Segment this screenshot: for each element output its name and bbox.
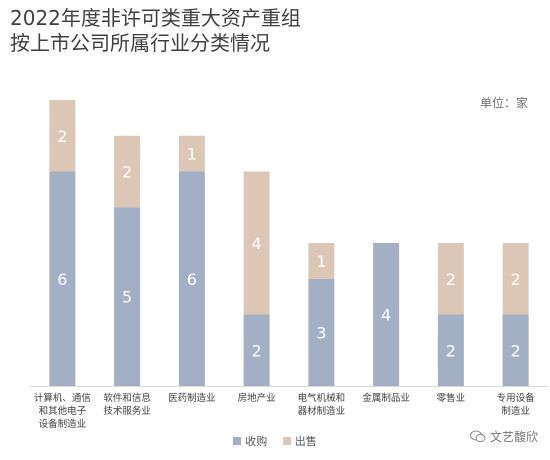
chart-title-line-2: 按上市公司所属行业分类情况 [10, 31, 270, 55]
data-label-acquisition-8: 2 [511, 341, 521, 360]
legend-item-sale: 出售 [282, 433, 317, 449]
bar-acquisition-4 [243, 314, 270, 386]
category-label-6-line-1: 金属制品业 [362, 392, 410, 404]
chart-title: 2022年度非许可类重大资产重组 按上市公司所属行业分类情况 [10, 6, 301, 56]
category-label-8-line-1: 专用设备 [497, 392, 536, 404]
category-label-5-line-2: 器材制造业 [298, 405, 346, 417]
category-label-2-line-2: 技术服务业 [103, 405, 151, 417]
bar-acquisition-2 [114, 207, 141, 386]
data-label-sale-2: 2 [122, 163, 132, 182]
bar-acquisition-8 [502, 314, 529, 386]
bar-acquisition-6 [373, 243, 400, 386]
legend-label-sale: 出售 [294, 435, 317, 448]
category-label-5-line-1: 电气机械和 [298, 392, 346, 404]
category-label-1-line-2: 和其他电子 [39, 405, 87, 417]
bar-acquisition-3 [178, 171, 205, 386]
category-label-1-line-3: 设备制造业 [39, 418, 87, 430]
bar-acquisition-1 [49, 171, 76, 386]
data-label-sale-5: 1 [316, 252, 326, 271]
category-label-8-line-2: 制造业 [501, 405, 530, 417]
category-label-2-line-1: 软件和信息 [103, 392, 151, 404]
category-label-4-line-1: 房地产业 [238, 392, 276, 404]
legend-swatch-sale [282, 437, 291, 445]
bar-sale-5 [308, 243, 335, 279]
bar-acquisition-5 [308, 278, 335, 386]
bar-sale-4 [243, 171, 270, 315]
data-label-sale-3: 1 [187, 145, 197, 164]
data-label-sale-8: 2 [511, 270, 521, 289]
category-label-1-line-1: 计算机、通信 [34, 392, 91, 404]
bar-sale-3 [178, 135, 205, 172]
data-label-acquisition-1: 6 [57, 270, 67, 289]
data-label-acquisition-4: 2 [252, 341, 262, 360]
data-label-sale-4: 4 [252, 234, 262, 253]
unit-label: 单位：家 [479, 96, 528, 110]
data-label-sale-1: 2 [57, 127, 67, 146]
category-label-7-line-1: 零售业 [437, 392, 466, 404]
bar-acquisition-7 [437, 314, 464, 386]
data-label-acquisition-3: 6 [187, 270, 197, 289]
data-label-sale-7: 2 [446, 270, 456, 289]
data-label-acquisition-7: 2 [446, 341, 456, 360]
watermark: 文艺馥欣 [469, 428, 538, 445]
bar-sale-1 [49, 100, 76, 172]
legend-swatch-acquisition [233, 437, 242, 445]
chart-title-line-1: 2022年度非许可类重大资产重组 [10, 6, 301, 30]
data-label-acquisition-2: 5 [122, 288, 132, 307]
bar-sale-2 [114, 135, 141, 208]
watermark-text: 文艺馥欣 [489, 430, 538, 444]
bar-sale-8 [502, 243, 529, 315]
bar-sale-7 [437, 243, 464, 315]
legend-label-acquisition: 收购 [245, 435, 268, 448]
legend: 收购 出售 [0, 433, 550, 449]
data-label-acquisition-6: 4 [381, 306, 391, 325]
wechat-icon [469, 430, 486, 443]
legend-item-acquisition: 收购 [233, 433, 267, 449]
category-label-3-line-1: 医药制造业 [168, 392, 216, 404]
data-label-acquisition-5: 3 [316, 323, 326, 342]
